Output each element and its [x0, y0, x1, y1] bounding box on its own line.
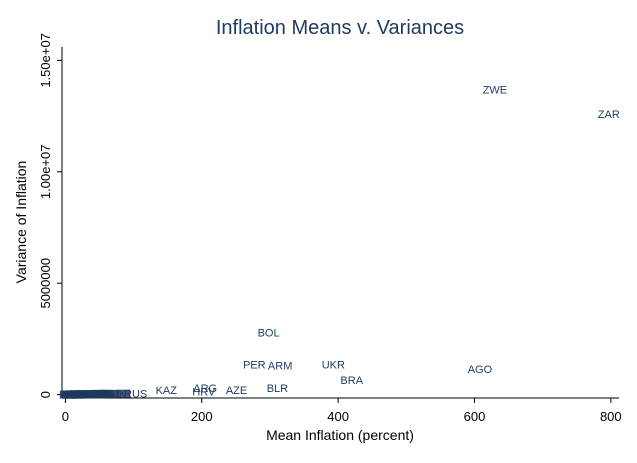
data-point	[116, 389, 131, 398]
point-label-arm: ARM	[268, 361, 292, 373]
point-label-hrv: HRV	[192, 386, 216, 398]
x-tick-label: 0	[62, 409, 69, 424]
point-label-ukr: UKR	[322, 360, 345, 372]
point-label-bol: BOL	[258, 327, 280, 339]
point-label-arg: ARG	[193, 383, 217, 395]
x-tick-label: 200	[191, 409, 213, 424]
x-tick-label: 600	[464, 409, 486, 424]
point-label-kaz: KAZ	[156, 385, 178, 397]
y-tick-label: 1.50e+07	[38, 33, 53, 88]
y-tick-label: 0	[38, 391, 53, 398]
chart-title: Inflation Means v. Variances	[216, 17, 464, 39]
point-label-zwe: ZWE	[483, 84, 507, 96]
y-tick-label: 5000000	[38, 258, 53, 309]
point-label-blr: BLR	[267, 383, 288, 395]
point-label-zar: ZAR	[598, 109, 620, 121]
x-tick-label: 800	[600, 409, 622, 424]
x-tick-label: 400	[327, 409, 349, 424]
point-label-aze: AZE	[226, 385, 247, 397]
ticks-layer: 0 200 400 600 800 0 5000000 1.00e+07 1.50e+07	[38, 33, 622, 424]
y-axis-title: Variance of Inflation	[13, 161, 29, 284]
point-label-bra: BRA	[340, 375, 363, 387]
point-label-ago: AGO	[468, 364, 493, 376]
y-tick-label: 1.00e+07	[38, 145, 53, 200]
x-axis-title: Mean Inflation (percent)	[266, 427, 414, 443]
data-point	[104, 389, 119, 398]
point-label-per: PER	[243, 360, 266, 372]
